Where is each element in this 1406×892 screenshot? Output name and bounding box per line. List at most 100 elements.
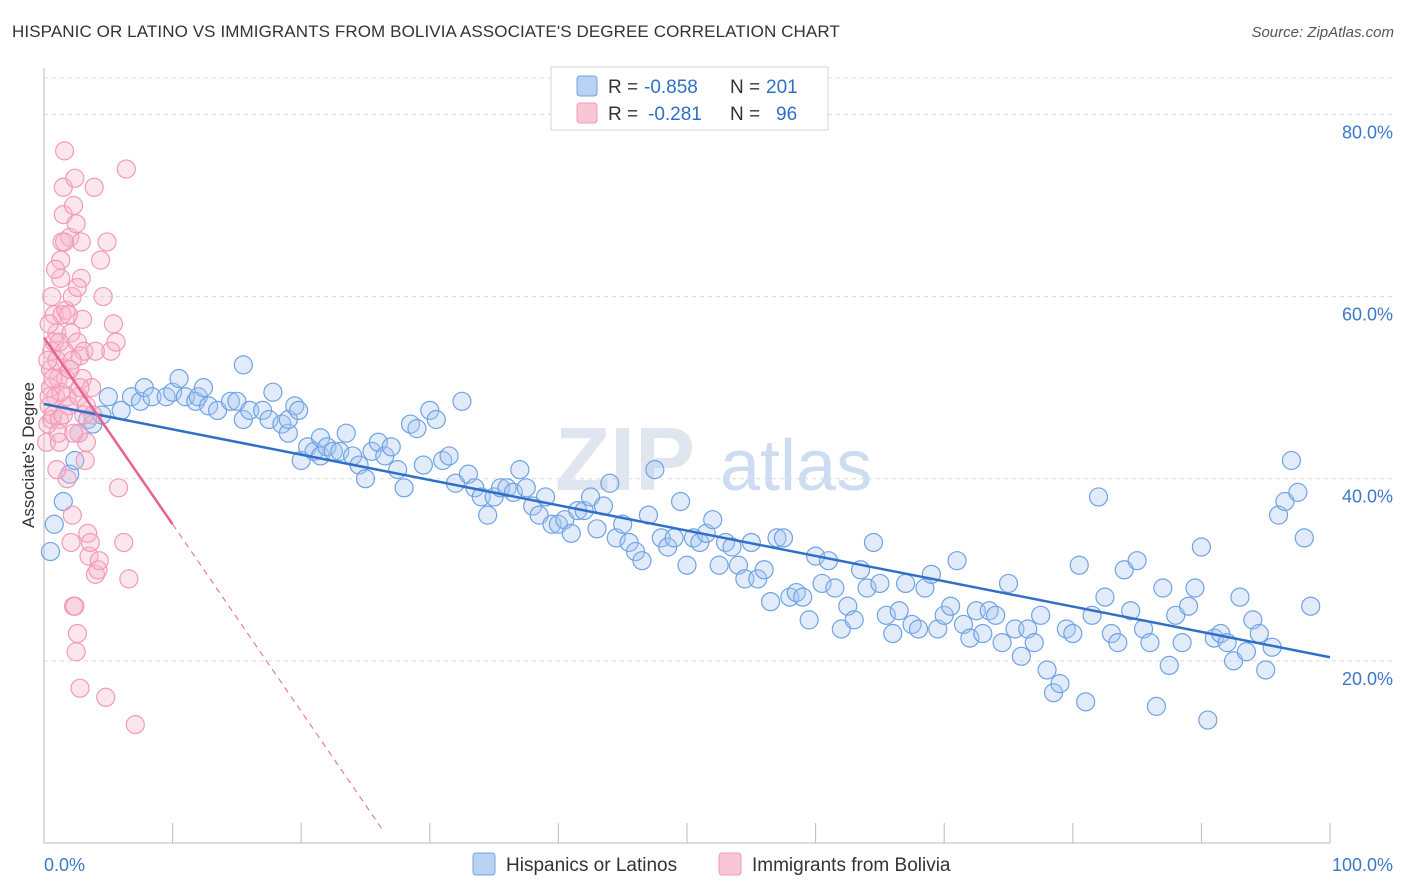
bolivia-point-70	[106, 332, 126, 352]
y-tick-labels: 20.0% 40.0% 60.0% 80.0%	[1342, 122, 1393, 688]
hispanic-point-170	[1140, 633, 1160, 653]
hispanic-point-195	[1301, 596, 1321, 616]
hispanic-point-67	[478, 505, 498, 525]
hispanic-point-121	[825, 578, 845, 598]
y-tick-label-0: 20.0%	[1342, 669, 1393, 689]
bolivia-point-52	[75, 450, 95, 471]
hispanic-point-98	[677, 555, 697, 575]
series-immigrants-from-bolivia	[36, 141, 145, 735]
hispanic-point-179	[1198, 710, 1218, 730]
bolivia-point-55	[79, 546, 99, 566]
trend-line-hispanics	[43, 402, 1331, 659]
hispanic-point-116	[793, 587, 813, 607]
legend-swatch-blue	[576, 75, 598, 97]
hispanic-point-45	[336, 423, 356, 443]
hispanic-point-175	[1172, 633, 1192, 653]
bolivia-point-37	[65, 168, 85, 188]
hispanic-point-163	[1095, 587, 1115, 607]
hispanic-point-61	[439, 446, 459, 466]
bolivia-point-59	[84, 177, 104, 197]
legend-swatch-pink	[576, 102, 598, 124]
hispanic-point-132	[896, 573, 916, 594]
legend-n-value-2: 96	[776, 104, 797, 125]
bolivia-point-73	[116, 159, 136, 179]
legend-r-label-2: R =	[608, 104, 638, 125]
bolivia-point-87	[53, 405, 73, 425]
hispanic-point-131	[889, 601, 909, 621]
bolivia-point-69	[103, 314, 124, 334]
hispanic-point-159	[1069, 555, 1089, 575]
hispanic-point-36	[289, 400, 309, 421]
hispanic-point-129	[876, 605, 896, 625]
hispanic-point-124	[844, 610, 864, 630]
hispanic-point-119	[812, 573, 832, 594]
legend-n-value-1: 201	[766, 77, 798, 98]
bolivia-point-64	[90, 250, 111, 270]
bottom-legend-swatch-pink	[718, 852, 742, 876]
bolivia-point-41	[67, 623, 88, 644]
hispanic-point-128	[870, 573, 890, 594]
hispanic-point-188	[1256, 660, 1276, 680]
hispanic-point-113	[773, 528, 794, 548]
bolivia-point-83	[67, 277, 88, 298]
hispanic-point-2	[53, 491, 73, 512]
bolivia-point-90	[58, 305, 79, 325]
bottom-legend: Hispanics or Latinos Immigrants from Bol…	[472, 852, 951, 876]
hispanic-point-192	[1281, 450, 1302, 471]
hispanic-point-156	[1050, 674, 1070, 694]
bolivia-point-31	[61, 532, 81, 553]
bottom-legend-label-pink: Immigrants from Bolivia	[752, 855, 951, 876]
hispanic-point-30	[259, 409, 279, 430]
bolivia-point-94	[60, 359, 80, 380]
hispanic-point-117	[799, 610, 819, 630]
hispanic-point-127	[863, 532, 884, 553]
hispanic-point-84	[587, 519, 607, 539]
hispanic-point-105	[722, 537, 742, 557]
bolivia-point-95	[54, 232, 75, 252]
hispanic-point-162	[1088, 487, 1109, 507]
bolivia-point-65	[93, 286, 113, 307]
hispanic-point-187	[1249, 623, 1269, 644]
hispanic-point-0	[40, 541, 61, 562]
hispanic-point-160	[1076, 692, 1096, 712]
x-tick-label-0: 0.0%	[44, 855, 85, 875]
hispanic-point-168	[1127, 551, 1147, 571]
bolivia-point-76	[39, 314, 59, 334]
axes	[43, 68, 1331, 844]
bolivia-point-88	[63, 423, 84, 443]
bolivia-point-74	[119, 569, 139, 589]
hispanic-point-144	[973, 623, 993, 644]
series-hispanics-or-latinos	[40, 355, 1321, 730]
hispanic-point-158	[1063, 623, 1083, 644]
bolivia-point-39	[66, 642, 86, 662]
bolivia-point-89	[47, 460, 67, 480]
bolivia-point-60	[85, 341, 106, 361]
hispanic-point-126	[857, 578, 877, 598]
hispanic-point-194	[1294, 528, 1314, 548]
bolivia-point-77	[42, 286, 62, 307]
hispanic-point-153	[1031, 605, 1051, 625]
bolivia-point-46	[71, 232, 91, 252]
bolivia-point-86	[43, 368, 63, 389]
hispanic-point-72	[510, 460, 530, 480]
hispanic-point-165	[1108, 633, 1128, 653]
hispanic-point-1	[44, 514, 64, 534]
hispanic-point-14	[142, 387, 162, 407]
hispanic-point-111	[760, 592, 781, 612]
hispanic-point-63	[452, 391, 472, 411]
legend-n-label-1: N =	[730, 77, 760, 98]
hispanic-point-27	[233, 355, 253, 375]
hispanic-point-52	[381, 437, 401, 457]
hispanic-point-22	[199, 396, 219, 416]
trend-line-bolivia	[42, 336, 174, 525]
hispanic-point-44	[330, 441, 350, 461]
hispanic-point-59	[426, 409, 446, 430]
hispanic-point-177	[1185, 578, 1205, 598]
hispanic-point-31	[263, 382, 283, 402]
hispanic-point-91	[632, 551, 652, 571]
x-tick-label-1: 100.0%	[1332, 855, 1393, 875]
y-tick-label-1: 40.0%	[1342, 487, 1393, 507]
hispanic-point-112	[767, 528, 787, 548]
bolivia-point-75	[125, 715, 145, 735]
